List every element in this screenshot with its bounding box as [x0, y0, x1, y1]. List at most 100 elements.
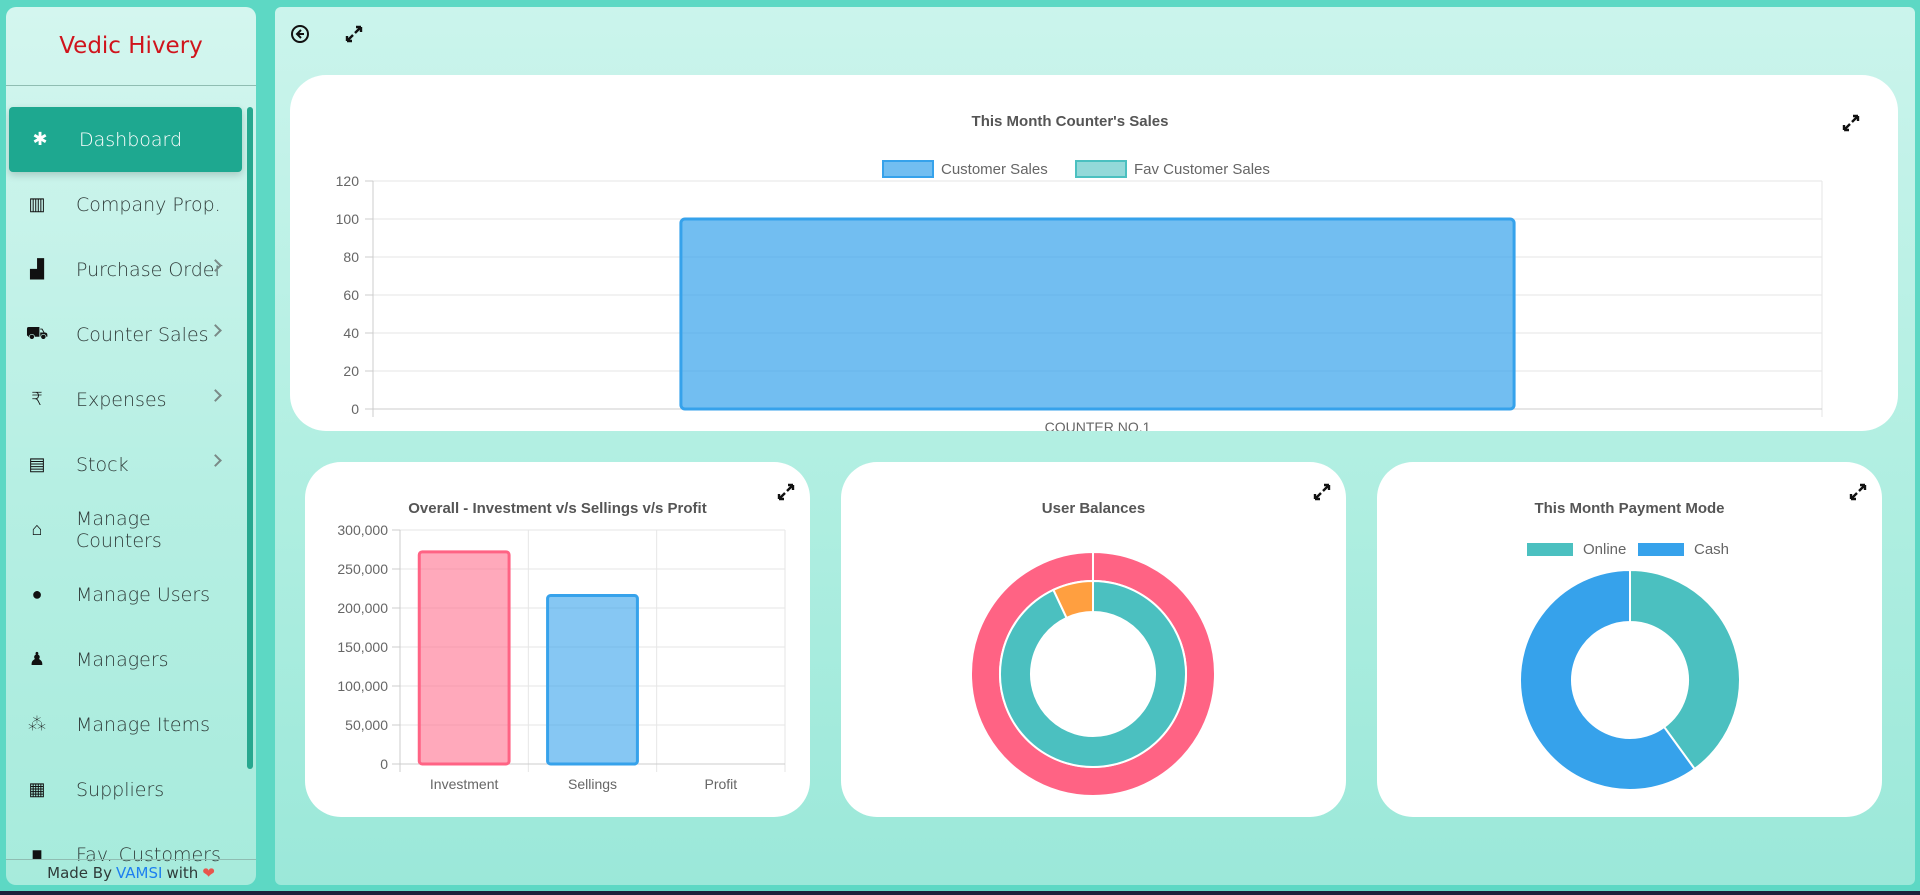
- investment-chart: 0 50,000 100,000 150,000 200,000 250,000 300,0…: [337, 522, 786, 792]
- expand-icon[interactable]: [1848, 482, 1870, 504]
- legend-swatch[interactable]: [1527, 543, 1573, 556]
- footer-author-link[interactable]: VAMSI: [115, 863, 163, 882]
- book-icon: ■: [31, 844, 43, 865]
- y-tick-label: 80: [343, 249, 359, 265]
- sidebar-footer: Made By VAMSI with ❤: [6, 859, 256, 885]
- sidebar-item-label: Counter Sales: [76, 323, 209, 346]
- heart-icon: ❤: [202, 863, 215, 882]
- person-icon: ♟: [28, 649, 46, 670]
- bottom-strip: [0, 891, 1920, 895]
- chart-title: Overall - Investment v/s Sellings v/s Pr…: [408, 500, 707, 517]
- y-tick-label: 250,000: [337, 561, 388, 577]
- fullscreen-expand-icon[interactable]: [341, 21, 367, 47]
- expand-icon[interactable]: [776, 482, 798, 504]
- bar-customer-sales[interactable]: [679, 217, 1516, 411]
- sidebar-item-manage-users[interactable]: ● Manage Users: [6, 562, 242, 627]
- sidebar-scroll-thumb[interactable]: [247, 107, 253, 769]
- brand-title[interactable]: Vedic Hivery: [6, 7, 256, 86]
- sidebar-item-dashboard[interactable]: ✱ Dashboard: [9, 107, 242, 172]
- footer-prefix: Made By: [47, 863, 112, 882]
- payment-mode-chart: Online Cash: [1519, 541, 1741, 791]
- sidebar-item-label: Manage Items: [76, 713, 211, 736]
- donut-slice-online[interactable]: [1629, 568, 1741, 771]
- footer-suffix: with: [166, 863, 199, 882]
- bar-investment[interactable]: [417, 550, 511, 766]
- sidebar-item-manage-counters[interactable]: ⌂ Manage Counters: [6, 497, 242, 562]
- sidebar-item-purchase-order[interactable]: ▟ Purchase Order: [6, 237, 242, 302]
- legend-swatch[interactable]: [1075, 160, 1127, 178]
- y-tick-label: 120: [336, 173, 360, 189]
- chevron-right-icon: [209, 389, 222, 402]
- y-tick-label: 100,000: [337, 678, 388, 694]
- x-tick-label: Sellings: [568, 776, 617, 792]
- building-icon: ▥: [28, 194, 46, 215]
- legend-swatch[interactable]: [882, 160, 934, 178]
- sidebar-nav: ✱ Dashboard ▥ Company Prop. ▟ Purchase Order ⛟…: [6, 107, 242, 885]
- sidebar-item-label: Expenses: [76, 388, 167, 411]
- sidebar-item-label: Dashboard: [79, 128, 183, 151]
- legend-label[interactable]: Customer Sales: [941, 161, 1048, 178]
- expand-icon[interactable]: [1312, 482, 1334, 504]
- donut-slice-cash[interactable]: [1519, 568, 1697, 791]
- chart-title: User Balances: [1041, 500, 1146, 517]
- office-building-icon: ▦: [28, 779, 46, 800]
- y-tick-label: 300,000: [337, 522, 388, 538]
- chart-title: This Month Payment Mode: [1534, 500, 1725, 517]
- donut-slice[interactable]: [999, 579, 1187, 768]
- factory-icon: ▟: [30, 259, 44, 280]
- rupee-icon: ₹: [31, 389, 43, 410]
- x-tick-label: Investment: [430, 776, 499, 792]
- sidebar-item-counter-sales[interactable]: ⛟ Counter Sales: [6, 302, 242, 367]
- sidebar-item-label: Managers: [76, 648, 169, 671]
- sidebar-item-label: Purchase Order: [76, 258, 223, 281]
- legend-label[interactable]: Cash: [1694, 541, 1729, 558]
- y-tick-label: 50,000: [345, 717, 388, 733]
- chevron-right-icon: [209, 454, 222, 467]
- clipboard-icon: ▤: [28, 454, 46, 475]
- chart-title: This Month Counter's Sales: [971, 113, 1169, 130]
- sidebar-item-suppliers[interactable]: ▦ Suppliers: [6, 757, 242, 822]
- chevron-right-icon: [209, 324, 222, 337]
- sidebar-item-label: Stock: [76, 453, 129, 476]
- x-tick-label: Profit: [704, 776, 737, 792]
- payment-mode-card: This Month Payment Mode Online Cash: [1377, 462, 1882, 817]
- sidebar-item-label: Manage Counters: [75, 507, 162, 552]
- sidebar-item-expenses[interactable]: ₹ Expenses: [6, 367, 242, 432]
- sidebar-item-fav-customers[interactable]: ■ Fav. Customers: [6, 822, 242, 885]
- sidebar-scrollbar[interactable]: [246, 107, 254, 859]
- cart-icon: ⛟: [25, 322, 49, 344]
- sidebar: Vedic Hivery ✱ Dashboard ▥ Company Prop. ▟ Pu…: [6, 7, 256, 885]
- y-tick-label: 150,000: [337, 639, 388, 655]
- counter-sales-card: This Month Counter's Sales Customer Sale…: [290, 75, 1898, 431]
- sidebar-item-manage-items[interactable]: ⁂ Manage Items: [6, 692, 242, 757]
- y-tick-label: 200,000: [337, 600, 388, 616]
- y-tick-label: 0: [351, 401, 359, 417]
- main-content: This Month Counter's Sales Customer Sale…: [275, 7, 1915, 885]
- y-tick-label: 20: [343, 363, 359, 379]
- legend-swatch[interactable]: [1638, 543, 1684, 556]
- user-icon: ●: [31, 584, 43, 605]
- sidebar-item-company-prop[interactable]: ▥ Company Prop.: [6, 172, 242, 237]
- user-balances-chart: [969, 550, 1216, 797]
- circles-icon: ⁂: [28, 714, 46, 735]
- y-tick-label: 60: [343, 287, 359, 303]
- x-tick-label: COUNTER NO.1: [1045, 419, 1151, 431]
- sidebar-item-label: Manage Users: [76, 583, 211, 606]
- gear-icon: ✱: [32, 129, 48, 150]
- sidebar-item-label: Fav. Customers: [76, 843, 221, 866]
- y-tick-label: 100: [336, 211, 360, 227]
- y-tick-label: 0: [380, 756, 388, 772]
- back-circle-icon[interactable]: [287, 21, 313, 47]
- sidebar-item-stock[interactable]: ▤ Stock: [6, 432, 242, 497]
- user-balances-card: User Balances: [841, 462, 1346, 817]
- bar-sellings[interactable]: [546, 594, 639, 766]
- expand-icon[interactable]: [1841, 113, 1863, 135]
- counter-sales-chart: Customer Sales Fav Customer Sales 0 20 40 60 8…: [336, 160, 1823, 431]
- y-tick-label: 40: [343, 325, 359, 341]
- legend-label[interactable]: Online: [1583, 541, 1626, 558]
- store-icon: ⌂: [31, 519, 43, 540]
- legend-label[interactable]: Fav Customer Sales: [1134, 161, 1270, 178]
- sidebar-item-label: Suppliers: [76, 778, 165, 801]
- sidebar-item-managers[interactable]: ♟ Managers: [6, 627, 242, 692]
- sidebar-item-label: Company Prop.: [76, 193, 221, 216]
